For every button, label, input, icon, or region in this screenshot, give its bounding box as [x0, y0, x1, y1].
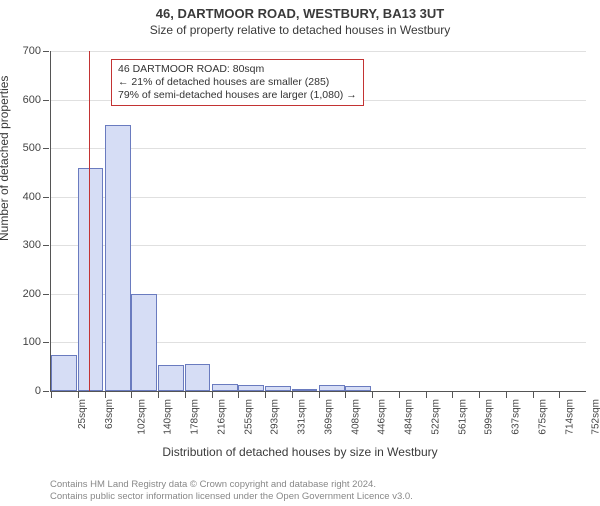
x-axis-label: Distribution of detached houses by size … — [0, 445, 600, 459]
x-tick-label: 102sqm — [136, 399, 147, 435]
y-tick — [43, 245, 49, 246]
x-tick — [131, 392, 132, 398]
y-tick-label: 300 — [23, 239, 41, 251]
histogram-chart: 010020030040050060070025sqm63sqm102sqm14… — [50, 51, 586, 392]
annotation-line: 46 DARTMOOR ROAD: 80sqm — [118, 63, 357, 76]
gridline — [51, 148, 586, 149]
y-tick-label: 600 — [23, 94, 41, 106]
y-tick — [43, 197, 49, 198]
x-tick-label: 140sqm — [163, 399, 174, 435]
x-tick-label: 25sqm — [77, 399, 88, 429]
y-tick — [43, 148, 49, 149]
x-tick — [533, 392, 534, 398]
histogram-bar — [51, 355, 77, 391]
histogram-bar — [292, 389, 318, 391]
x-tick — [212, 392, 213, 398]
y-tick-label: 100 — [23, 336, 41, 348]
x-tick-label: 178sqm — [190, 399, 201, 435]
x-tick-label: 369sqm — [323, 399, 334, 435]
x-tick — [452, 392, 453, 398]
x-tick — [399, 392, 400, 398]
histogram-bar — [212, 384, 238, 391]
x-tick — [105, 392, 106, 398]
x-tick — [238, 392, 239, 398]
histogram-bar — [238, 385, 264, 391]
gridline — [51, 245, 586, 246]
x-tick-label: 599sqm — [484, 399, 495, 435]
attribution-footer: Contains HM Land Registry data © Crown c… — [50, 479, 413, 503]
plot-area: Number of detached properties 0100200300… — [0, 41, 600, 461]
x-tick-label: 408sqm — [350, 399, 361, 435]
annotation-box: 46 DARTMOOR ROAD: 80sqm← 21% of detached… — [111, 59, 364, 106]
y-tick — [43, 342, 49, 343]
histogram-bar — [158, 365, 184, 391]
x-tick-label: 675sqm — [537, 399, 548, 435]
y-tick-label: 700 — [23, 45, 41, 57]
y-tick-label: 0 — [35, 385, 41, 397]
x-tick — [265, 392, 266, 398]
footer-line-2: Contains public sector information licen… — [50, 491, 413, 503]
x-tick-label: 637sqm — [511, 399, 522, 435]
footer-line-1: Contains HM Land Registry data © Crown c… — [50, 479, 413, 491]
x-tick-label: 752sqm — [591, 399, 600, 435]
y-axis-label: Number of detached properties — [0, 76, 11, 241]
x-tick-label: 714sqm — [564, 399, 575, 435]
x-tick — [51, 392, 52, 398]
y-tick-label: 200 — [23, 288, 41, 300]
histogram-bar — [185, 364, 211, 391]
x-tick — [372, 392, 373, 398]
x-tick — [78, 392, 79, 398]
annotation-line: 79% of semi-detached houses are larger (… — [118, 89, 357, 102]
gridline — [51, 51, 586, 52]
y-tick — [43, 51, 49, 52]
y-tick — [43, 100, 49, 101]
x-tick — [185, 392, 186, 398]
y-tick-label: 500 — [23, 142, 41, 154]
gridline — [51, 197, 586, 198]
x-tick-label: 255sqm — [243, 399, 254, 435]
x-tick — [479, 392, 480, 398]
x-tick — [559, 392, 560, 398]
histogram-bar — [319, 385, 345, 391]
x-tick-label: 522sqm — [430, 399, 441, 435]
reference-line — [89, 51, 90, 391]
x-tick — [506, 392, 507, 398]
annotation-line: ← 21% of detached houses are smaller (28… — [118, 76, 357, 89]
x-tick-label: 484sqm — [404, 399, 415, 435]
x-tick — [292, 392, 293, 398]
y-tick — [43, 294, 49, 295]
histogram-bar — [345, 386, 371, 391]
y-tick-label: 400 — [23, 191, 41, 203]
x-tick-label: 293sqm — [270, 399, 281, 435]
x-tick-label: 63sqm — [104, 399, 115, 429]
x-tick-label: 561sqm — [457, 399, 468, 435]
page-title-line2: Size of property relative to detached ho… — [0, 23, 600, 37]
histogram-bar — [131, 294, 157, 391]
x-tick-label: 216sqm — [216, 399, 227, 435]
y-tick — [43, 391, 49, 392]
x-tick-label: 331sqm — [297, 399, 308, 435]
x-tick — [345, 392, 346, 398]
x-tick — [319, 392, 320, 398]
histogram-bar — [105, 125, 131, 391]
x-tick — [158, 392, 159, 398]
x-tick — [426, 392, 427, 398]
x-tick-label: 446sqm — [377, 399, 388, 435]
page-title-line1: 46, DARTMOOR ROAD, WESTBURY, BA13 3UT — [0, 6, 600, 21]
histogram-bar — [265, 386, 291, 391]
